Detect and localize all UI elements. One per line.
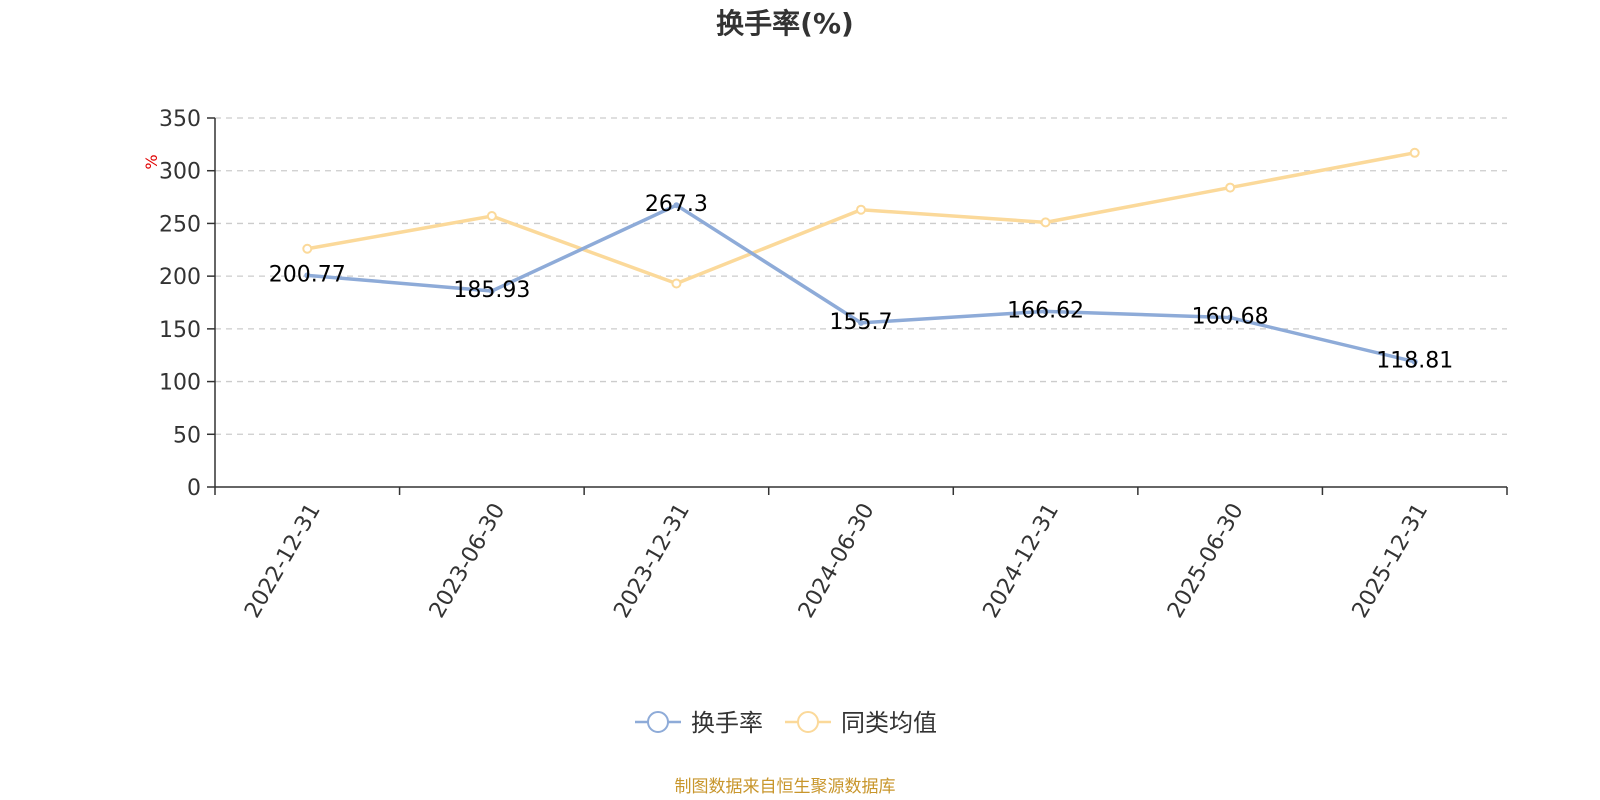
legend-marker: [647, 711, 669, 733]
x-tick-label: 2024-12-31: [979, 499, 1065, 622]
data-point[interactable]: [302, 243, 313, 254]
data-label: 267.3: [645, 192, 708, 217]
data-point[interactable]: [1040, 217, 1051, 228]
data-point[interactable]: [304, 272, 311, 279]
axes: 0 50 100 150 200 250 300 350 2022-12-31 2023-06-3…: [159, 107, 1508, 622]
data-point[interactable]: [1042, 308, 1049, 315]
legend-item-turnover[interactable]: 换手率: [635, 709, 763, 737]
series-layer: [302, 147, 1420, 365]
data-label: 166.62: [1007, 298, 1084, 323]
y-axis-unit-label: %: [142, 154, 161, 169]
data-point[interactable]: [671, 278, 682, 289]
data-point[interactable]: [1227, 314, 1234, 321]
legend[interactable]: 换手率 同类均值: [635, 709, 937, 737]
data-point[interactable]: [486, 211, 497, 222]
data-point[interactable]: [856, 204, 866, 215]
data-point[interactable]: [1225, 182, 1236, 193]
data-point[interactable]: [858, 319, 864, 326]
data-label: 155.7: [830, 310, 893, 335]
data-labels: 200.77 185.93 267.3 155.7 166.62 160.68 118.81: [269, 192, 1453, 374]
data-label: 185.93: [453, 278, 530, 303]
y-tick-label: 250: [159, 212, 201, 237]
y-tick-label: 100: [159, 371, 201, 396]
y-tick-label: 150: [159, 318, 201, 343]
x-tick-label: 2023-06-30: [425, 499, 511, 622]
data-point[interactable]: [673, 202, 680, 209]
legend-item-peer-average[interactable]: 同类均值: [785, 709, 937, 737]
y-tick-label: 350: [159, 107, 201, 132]
series-line-peer-average: [306, 151, 1416, 286]
y-tick-label: 200: [159, 265, 201, 290]
data-label: 118.81: [1376, 349, 1453, 374]
y-tick-label: 300: [159, 160, 201, 185]
data-label: 160.68: [1192, 305, 1269, 330]
y-tick-label: 50: [173, 423, 201, 448]
data-label: 200.77: [269, 262, 346, 287]
legend-label: 换手率: [691, 709, 763, 737]
legend-label: 同类均值: [841, 709, 937, 737]
x-tick-label: 2023-12-31: [609, 499, 695, 622]
x-tick-label: 2024-06-30: [794, 499, 880, 622]
data-point[interactable]: [1409, 147, 1420, 158]
data-point[interactable]: [1411, 358, 1418, 365]
x-tick-label: 2025-12-31: [1348, 499, 1434, 622]
x-tick-label: 2025-06-30: [1163, 499, 1249, 622]
chart-title: 换手率(%): [716, 7, 854, 40]
data-point[interactable]: [488, 287, 495, 294]
legend-marker: [797, 711, 819, 733]
y-tick-label: 0: [187, 476, 201, 501]
grid-lines: [215, 117, 1507, 435]
x-tick-label: 2022-12-31: [240, 499, 326, 622]
source-note: 制图数据来自恒生聚源数据库: [675, 777, 896, 797]
